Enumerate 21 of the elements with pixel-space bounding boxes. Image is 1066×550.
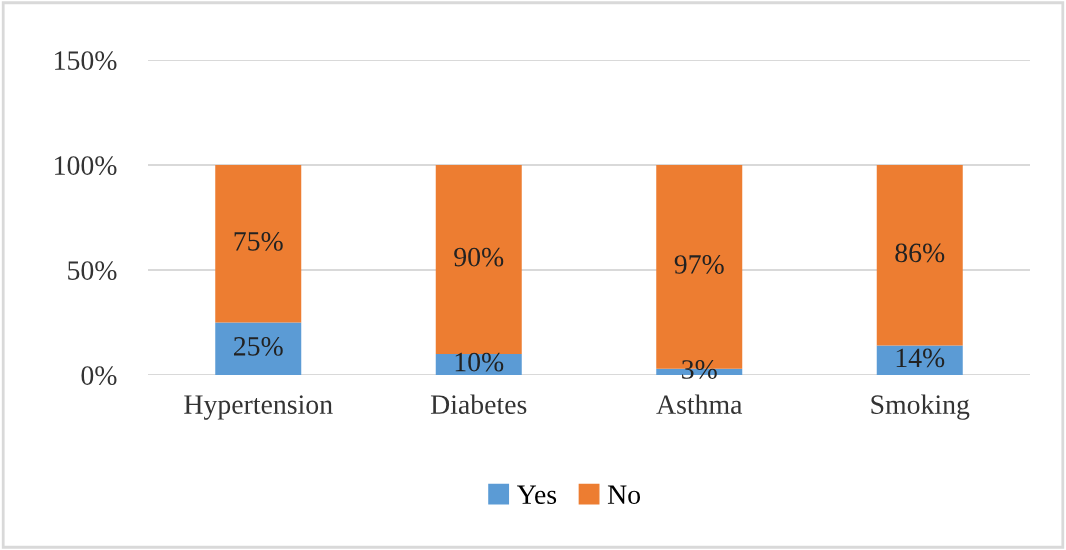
y-tick-label: 50% bbox=[68, 261, 117, 280]
data-label: 14% bbox=[896, 348, 945, 368]
bar bbox=[215, 165, 302, 323]
data-label: 90% bbox=[454, 247, 504, 267]
legend-label: No bbox=[607, 485, 641, 505]
legend-label: Yes bbox=[517, 485, 557, 505]
y-tick-label: 100% bbox=[55, 156, 117, 175]
data-label: 25% bbox=[234, 336, 283, 356]
bar bbox=[876, 165, 963, 346]
y-tick-label: 150% bbox=[55, 51, 117, 70]
x-tick-label: Asthma bbox=[656, 394, 743, 414]
x-tick-label: Hypertension bbox=[184, 395, 333, 420]
data-label: 86% bbox=[895, 243, 945, 263]
x-tick-label: Smoking bbox=[871, 394, 970, 420]
x-tick-label: Diabetes bbox=[430, 394, 527, 414]
bar bbox=[435, 165, 522, 354]
y-tick-label: 0% bbox=[81, 366, 117, 385]
data-label: 97% bbox=[674, 255, 724, 274]
data-label: 75% bbox=[234, 231, 283, 251]
bar bbox=[215, 322, 302, 375]
data-label: 10% bbox=[455, 352, 504, 372]
